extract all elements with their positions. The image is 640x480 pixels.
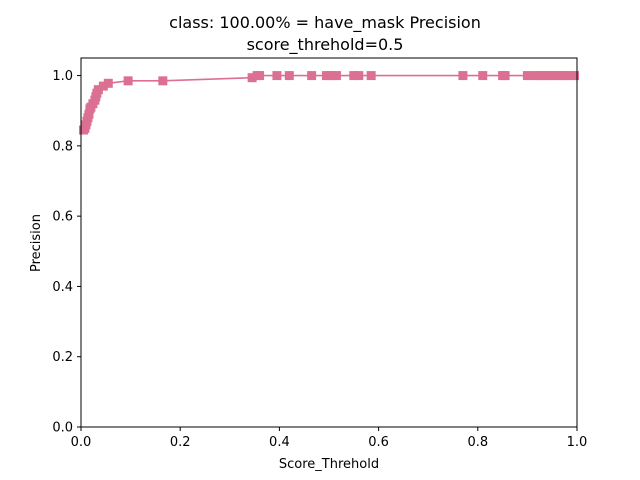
data-point	[458, 71, 468, 81]
data-point	[366, 71, 376, 81]
data-point	[158, 76, 168, 86]
x-tick-label: 1.0	[567, 435, 588, 450]
data-point	[123, 76, 133, 86]
x-tick-label: 0.2	[170, 435, 191, 450]
data-point	[540, 71, 550, 81]
data-point	[500, 71, 510, 81]
data-point	[307, 71, 317, 81]
series-line	[82, 74, 575, 131]
y-tick-label: 0.0	[52, 421, 73, 436]
data-point	[331, 71, 341, 81]
data-point	[478, 71, 488, 81]
plot-frame	[80, 57, 578, 428]
data-point	[530, 71, 540, 81]
data-point	[84, 109, 94, 119]
plot-area	[78, 71, 580, 135]
x-tick-label: 0.4	[269, 435, 290, 450]
data-point	[322, 71, 332, 81]
y-axis-label: Precision	[29, 214, 44, 272]
x-axis-label: Score_Threhold	[279, 457, 379, 472]
data-point	[560, 71, 570, 81]
data-point	[570, 71, 580, 81]
chart-title-line2: score_threhold=0.5	[247, 35, 404, 55]
data-point	[326, 71, 336, 81]
y-tick-label: 0.4	[52, 280, 73, 295]
y-tick-label: 0.8	[52, 139, 73, 154]
data-point	[565, 71, 575, 81]
x-tick-label: 0.6	[368, 435, 389, 450]
data-point	[272, 71, 282, 81]
data-point	[255, 71, 265, 81]
y-tick-label: 0.2	[52, 350, 73, 365]
x-tick-label: 0.0	[71, 435, 92, 450]
y-tick-label: 1.0	[52, 69, 73, 84]
data-point	[247, 73, 257, 83]
chart-title-line1: class: 100.00% = have_mask Precision	[169, 13, 481, 33]
data-point	[284, 71, 294, 81]
data-point	[522, 71, 532, 81]
data-point	[535, 71, 545, 81]
y-axis: 0.0 0.2 0.4 0.6 0.8 1.0	[52, 69, 81, 436]
data-point	[349, 71, 359, 81]
data-point	[550, 71, 560, 81]
data-point	[354, 71, 364, 81]
data-point	[93, 85, 103, 95]
data-point	[555, 71, 565, 81]
x-axis: 0.0 0.2 0.4 0.6 0.8 1.0	[71, 427, 588, 450]
x-tick-label: 0.8	[467, 435, 488, 450]
data-point	[98, 81, 108, 91]
data-point	[103, 78, 113, 88]
y-tick-label: 0.6	[52, 210, 73, 225]
data-point	[545, 71, 555, 81]
